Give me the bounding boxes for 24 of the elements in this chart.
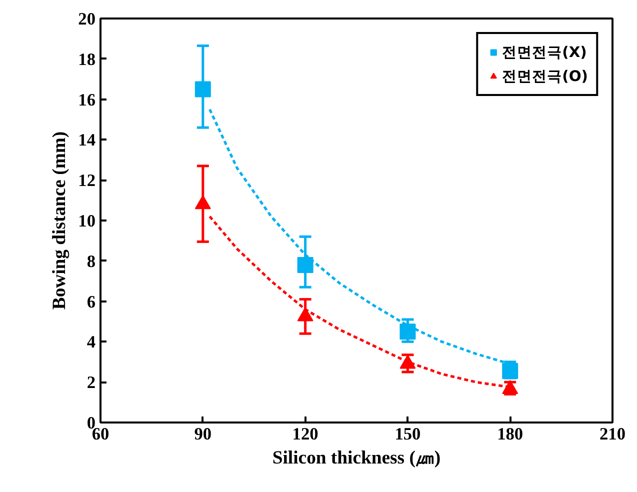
- legend-label: 전면전극(X): [502, 42, 587, 62]
- y-tick-label: 20: [78, 10, 96, 28]
- point: [194, 195, 211, 210]
- point: [400, 354, 416, 369]
- y-tick-label: 10: [78, 212, 96, 230]
- point: [297, 256, 314, 273]
- x-tick-label: 120: [292, 424, 318, 444]
- y-tick-label: 4: [86, 332, 96, 352]
- x-axis-title: Silicon thickness (㎛): [272, 448, 441, 468]
- y-tick-label: 6: [86, 292, 96, 312]
- y-tick-label: 2: [86, 373, 96, 392]
- x-tick-label: 210: [600, 424, 626, 444]
- y-tick-label: 8: [86, 252, 96, 271]
- y-tick-label: 18: [78, 50, 96, 69]
- x-tick-label: 90: [194, 424, 212, 444]
- y-tick-label: 14: [78, 130, 96, 150]
- y-axis-title: Bowing distance (mm): [49, 131, 70, 310]
- x-tick-label: 180: [497, 424, 524, 444]
- legend-label: 전면전극(O): [502, 66, 588, 86]
- y-tick-label: 16: [78, 90, 96, 110]
- point: [194, 81, 211, 98]
- y-tick-label: 12: [78, 171, 96, 190]
- point: [297, 307, 314, 322]
- x-tick-label: 150: [394, 424, 421, 444]
